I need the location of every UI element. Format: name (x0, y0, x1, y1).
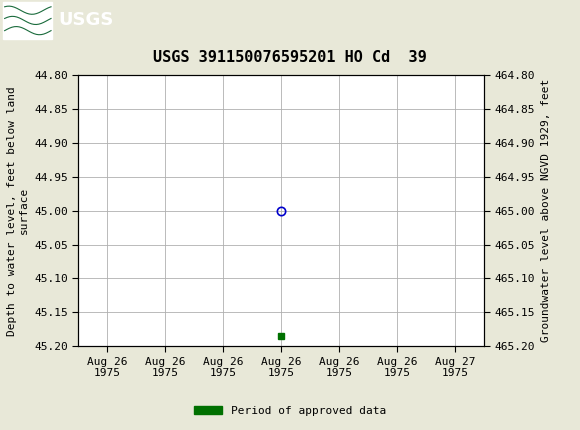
Text: USGS 391150076595201 HO Cd  39: USGS 391150076595201 HO Cd 39 (153, 49, 427, 64)
Y-axis label: Groundwater level above NGVD 1929, feet: Groundwater level above NGVD 1929, feet (541, 79, 551, 342)
Bar (3, 2, 52, 39)
Legend: Period of approved data: Period of approved data (190, 401, 390, 420)
Text: USGS: USGS (58, 12, 113, 29)
Y-axis label: Depth to water level, feet below land
surface: Depth to water level, feet below land su… (7, 86, 28, 335)
